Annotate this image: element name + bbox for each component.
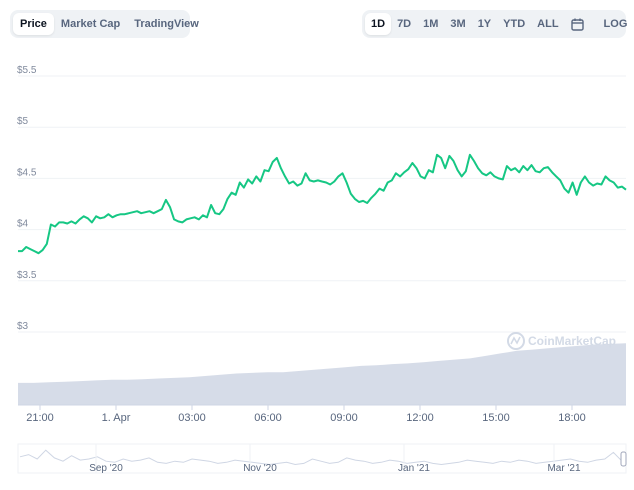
y-tick-label: $4.5 bbox=[17, 167, 37, 178]
range-tab-1d[interactable]: 1D bbox=[365, 13, 392, 35]
y-tick-label: $3 bbox=[17, 321, 29, 332]
navigator-label: Mar '21 bbox=[547, 463, 580, 474]
price-chart[interactable]: $5.5 $5 $4.5 $4 $3.5 $3 CoinMarketCap 21:00 1. A… bbox=[0, 55, 634, 430]
x-tick-label: 1. Apr bbox=[102, 412, 131, 424]
y-tick-label: $4 bbox=[17, 219, 29, 230]
tab-price[interactable]: Price bbox=[13, 13, 54, 35]
x-tick-label: 03:00 bbox=[178, 412, 206, 424]
tab-tradingview[interactable]: TradingView bbox=[134, 18, 199, 30]
range-tab-1y[interactable]: 1Y bbox=[477, 18, 492, 30]
x-tick-label: 21:00 bbox=[26, 412, 54, 424]
navigator-label: Jan '21 bbox=[398, 463, 430, 474]
navigator-label: Nov '20 bbox=[243, 463, 277, 474]
range-tab-7d[interactable]: 7D bbox=[397, 18, 412, 30]
price-line bbox=[18, 153, 627, 255]
x-tick-label: 18:00 bbox=[558, 412, 586, 424]
x-tick-label: 06:00 bbox=[254, 412, 282, 424]
tab-market-cap[interactable]: Market Cap bbox=[60, 18, 121, 30]
range-tab-1m[interactable]: 1M bbox=[423, 18, 439, 30]
range-tabs: 1D 7D 1M 3M 1Y YTD ALL LOG bbox=[362, 10, 627, 38]
range-tab-all[interactable]: ALL bbox=[537, 18, 559, 30]
coinmarketcap-logo-icon bbox=[507, 332, 525, 350]
chart-mode-tabs: Price Market Cap TradingView bbox=[10, 10, 199, 38]
coinmarketcap-logo-mark bbox=[510, 336, 521, 345]
range-navigator[interactable]: Sep '20 Nov '20 Jan '21 Mar '21 bbox=[0, 440, 634, 478]
navigator-line bbox=[19, 449, 623, 466]
y-tick-label: $5.5 bbox=[17, 65, 37, 76]
calendar-icon[interactable] bbox=[565, 13, 590, 35]
log-scale-toggle[interactable]: LOG bbox=[603, 18, 628, 30]
x-tick-label: 12:00 bbox=[406, 412, 434, 424]
x-tick-label: 09:00 bbox=[330, 412, 358, 424]
y-tick-label: $3.5 bbox=[17, 270, 37, 281]
x-tick-label: 15:00 bbox=[482, 412, 510, 424]
range-tab-3m[interactable]: 3M bbox=[450, 18, 466, 30]
navigator-handle[interactable] bbox=[620, 451, 627, 467]
navigator-label: Sep '20 bbox=[89, 463, 123, 474]
coinmarketcap-logo: CoinMarketCap bbox=[507, 332, 616, 350]
watermark-text: CoinMarketCap bbox=[528, 334, 616, 348]
range-tab-ytd[interactable]: YTD bbox=[503, 18, 526, 30]
y-tick-label: $5 bbox=[17, 116, 29, 127]
volume-area bbox=[18, 343, 626, 405]
